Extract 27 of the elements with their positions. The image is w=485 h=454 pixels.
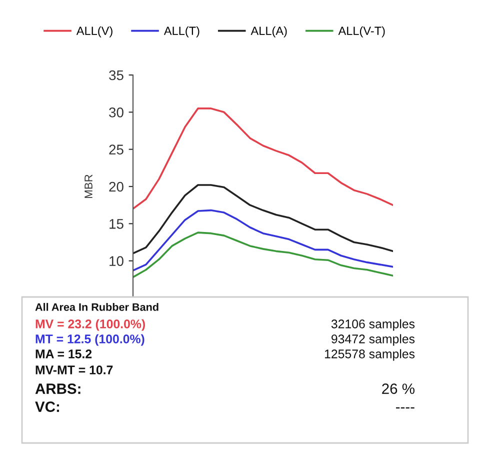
text: 93472 samples — [332, 334, 415, 346]
text: MV = 23.2 (100.0%) — [36, 319, 145, 331]
text: MV-MT = 10.7 — [36, 366, 113, 374]
text: 32106 samples — [331, 319, 415, 331]
legend-label: ALL(V-T) — [338, 26, 385, 38]
legend-label: ALL(V) — [76, 26, 112, 38]
text: 26 % — [382, 384, 414, 394]
y-tick-label: 10 — [110, 256, 124, 266]
line-series — [133, 209, 393, 272]
y-tick-label: 20 — [109, 182, 124, 192]
text: MT = 12.5 (100.0%) — [36, 334, 144, 346]
text: ---- — [396, 407, 414, 408]
legend-label: ALL(T) — [164, 26, 200, 38]
line-series — [133, 184, 393, 254]
text: MA = 15.2 — [36, 350, 92, 358]
text: VC: — [35, 402, 59, 412]
y-tick-label: 35 — [109, 70, 124, 80]
text: 125578 samples — [324, 349, 415, 361]
y-axis-title: MBR — [84, 174, 92, 198]
line-series — [133, 108, 393, 210]
text: All Area In Rubber Band — [35, 302, 158, 311]
y-tick-label: 30 — [109, 108, 124, 118]
y-tick-label: 25 — [109, 144, 124, 155]
legend-label: ALL(A) — [250, 26, 287, 38]
text: ARBS: — [35, 384, 80, 394]
y-tick-label: 15 — [110, 219, 124, 229]
line-series — [133, 232, 393, 278]
